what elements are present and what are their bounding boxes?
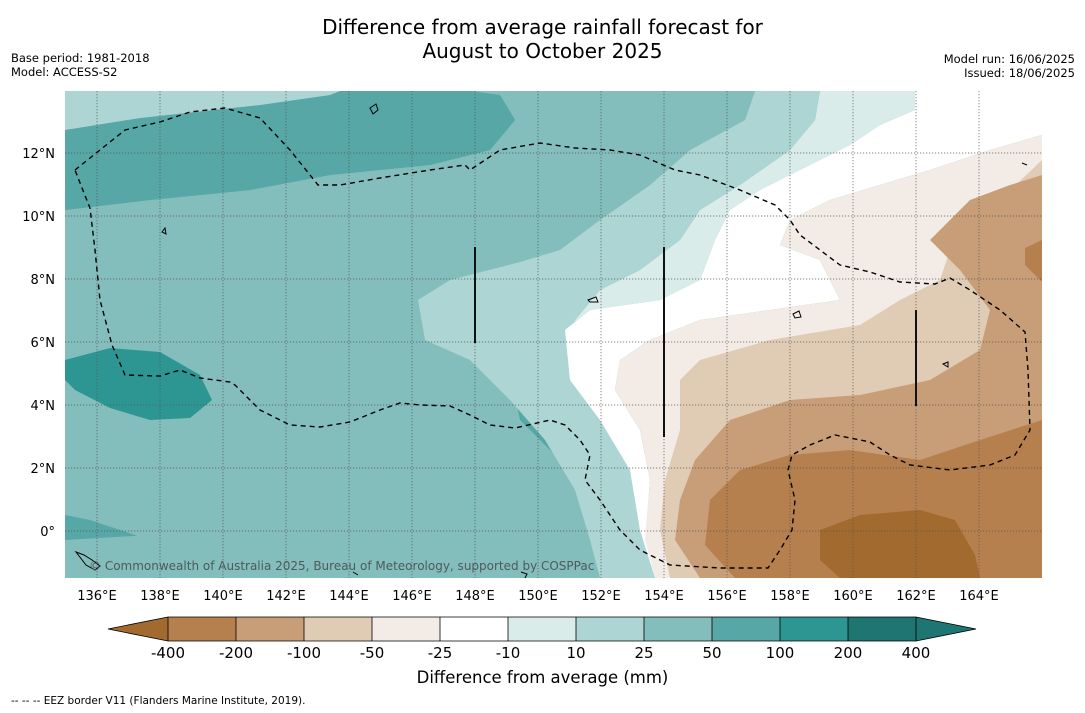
colorbar-swatch (576, 617, 644, 641)
meta-left: Base period: 1981-2018 Model: ACCESS-S2 (11, 51, 150, 79)
lon-label: 164°E (959, 589, 999, 604)
island (1021, 162, 1028, 166)
eez-border-west (74, 107, 1031, 569)
colorbar-tick: 100 (766, 644, 795, 662)
lat-labels: 12°N 10°N 8°N 6°N 4°N 2°N 0° (22, 147, 55, 540)
lon-labels: 136°E 138°E 140°E 142°E 144°E 146°E 148°… (77, 589, 999, 604)
colorbar-tick: -100 (287, 644, 321, 662)
island (161, 226, 167, 235)
lon-label: 162°E (896, 589, 936, 604)
eez-footnote: -- -- -- EEZ border V11 (Flanders Marine… (11, 695, 306, 707)
island (587, 296, 599, 303)
colorbar-tick: -400 (151, 644, 185, 662)
lon-label: 142°E (266, 589, 306, 604)
colorbar-tick: 50 (702, 644, 721, 662)
lon-label: 146°E (392, 589, 432, 604)
band-50-100-south (65, 535, 480, 578)
colorbar-swatch (780, 617, 848, 641)
lat-gridlines (65, 152, 1042, 532)
band-50-100 (65, 91, 755, 578)
colorbar-swatch (440, 617, 508, 641)
island (941, 361, 949, 368)
lat-label: 8°N (31, 273, 56, 288)
issued-date: Issued: 18/06/2025 (964, 66, 1075, 80)
colorbar-tick: -25 (428, 644, 453, 662)
band-200-400 (65, 348, 212, 420)
map-title: Difference from average rainfall forecas… (0, 15, 1085, 63)
lon-label: 158°E (770, 589, 810, 604)
lat-label: 12°N (22, 147, 55, 162)
lat-label: 10°N (22, 210, 55, 225)
lon-label: 156°E (707, 589, 747, 604)
island (369, 103, 379, 115)
colorbar-tick: 10 (566, 644, 585, 662)
colorbar-tick: -10 (496, 644, 521, 662)
lat-label: 2°N (31, 462, 56, 477)
band-10-25 (565, 91, 915, 578)
lon-label: 140°E (203, 589, 243, 604)
colorbar-tick: -50 (360, 644, 385, 662)
eez-border (74, 107, 1031, 569)
eez-segments (474, 247, 917, 437)
lon-label: 148°E (455, 589, 495, 604)
colorbar-title: Difference from average (mm) (416, 668, 669, 687)
colorbar-extend-high (916, 617, 976, 641)
island (520, 571, 528, 579)
lon-label: 150°E (518, 589, 558, 604)
lon-label: 160°E (833, 589, 873, 604)
meta-right: Model run: 16/06/2025 Issued: 18/06/2025 (944, 52, 1075, 80)
colorbar-tick-labels: -400 -200 -100 -50 -25 -10 10 25 50 100 … (151, 644, 930, 662)
colorbar-swatch (712, 617, 780, 641)
colorbar-swatch (508, 617, 576, 641)
colorbar-swatch (168, 617, 236, 641)
band-minus100-minus200 (705, 240, 1042, 578)
title-line-2: August to October 2025 (422, 39, 663, 63)
islands (74, 103, 1028, 579)
lon-label: 138°E (140, 589, 180, 604)
colorbar-tick: -200 (219, 644, 253, 662)
colorbar-swatch (644, 617, 712, 641)
lat-label: 6°N (31, 336, 56, 351)
colorbar-tick: 25 (634, 644, 653, 662)
colorbar-swatch (304, 617, 372, 641)
colorbar-tick: 400 (902, 644, 931, 662)
lon-label: 136°E (77, 589, 117, 604)
colorbar (107, 616, 977, 642)
lon-label: 154°E (644, 589, 684, 604)
colorbar-swatch (372, 617, 440, 641)
band-minus200-minus400 (820, 510, 980, 578)
band-neutral (565, 91, 1042, 578)
base-period: Base period: 1981-2018 (11, 51, 150, 65)
island (352, 571, 359, 576)
copyright-text: © Commonwealth of Australia 2025, Bureau… (89, 559, 594, 573)
rainfall-map (65, 91, 1042, 578)
lat-label: 0° (40, 525, 55, 540)
model-name: Model: ACCESS-S2 (11, 65, 118, 79)
island (74, 550, 101, 571)
lat-label: 4°N (31, 399, 56, 414)
colorbar-swatch (236, 617, 304, 641)
lon-label: 152°E (581, 589, 621, 604)
island (792, 310, 802, 319)
colorbar-extend-low (108, 617, 168, 641)
model-run: Model run: 16/06/2025 (943, 52, 1075, 66)
title-line-1: Difference from average rainfall forecas… (322, 15, 763, 39)
colorbar-swatch (848, 617, 916, 641)
colorbar-dividers (167, 617, 917, 641)
lon-label: 144°E (329, 589, 369, 604)
colorbar-tick: 200 (834, 644, 863, 662)
band-25-50 (418, 91, 820, 578)
